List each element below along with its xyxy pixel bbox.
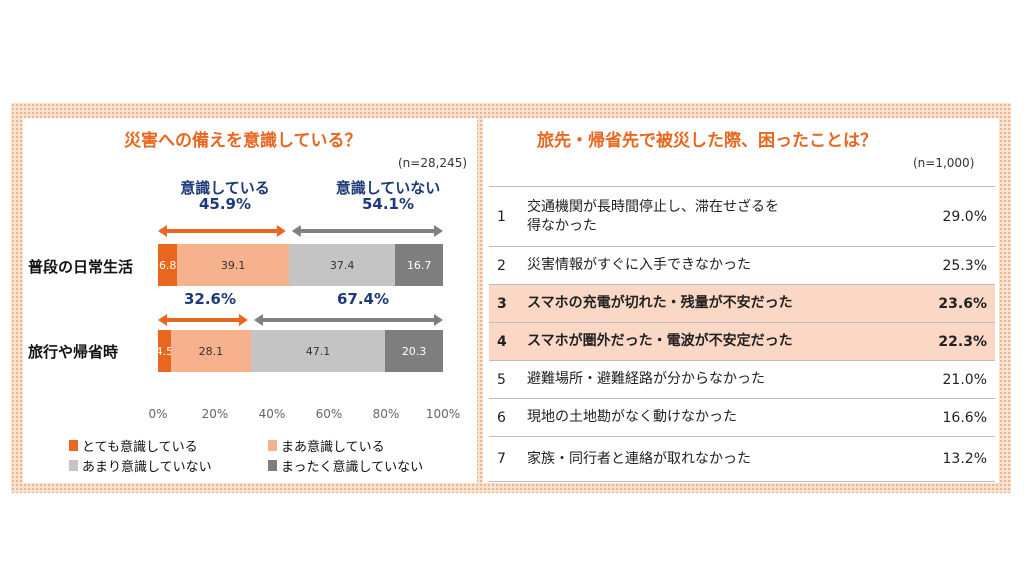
bar-segment-1-1: 6.8 (158, 244, 178, 286)
legend-label: とても意識している (82, 440, 198, 455)
table-row: 7 家族・同行者と連絡が取れなかった 13.2% (489, 437, 995, 481)
row-text-line: 災害情報がすぐに入手できなかった (527, 257, 751, 273)
category-label-travel: 旅行や帰省時 (28, 343, 119, 361)
legend-label: まったく意識していない (281, 460, 424, 475)
row-value: 22.3% (938, 333, 987, 350)
row-separator (489, 481, 995, 482)
x-tick-label: 0% (148, 407, 168, 421)
row-separator (489, 246, 995, 247)
row-text-line: スマホが圏外だった・電波が不安定だった (527, 333, 793, 349)
row-rank: 1 (497, 208, 506, 225)
bar-segment-1-2: 39.1 (177, 244, 289, 286)
bar-value-label: 37.4 (329, 258, 355, 272)
row-rank: 5 (497, 371, 506, 388)
bar-value-label: 39.1 (220, 258, 246, 272)
x-tick-label: 100% (425, 407, 461, 421)
bar-segment-1-4: 16.7 (395, 244, 443, 286)
bar-value-label: 28.1 (198, 344, 224, 358)
row-value: 21.0% (942, 371, 987, 388)
bar-segment-2-2: 28.1 (170, 330, 251, 372)
legend-label: まあ意識している (281, 440, 385, 455)
legend-label: あまり意識していない (82, 460, 212, 475)
row-rank: 4 (497, 333, 507, 350)
bar-segment-1-3: 37.4 (288, 244, 396, 286)
row-separator (489, 398, 995, 399)
aware-total-daily: 45.9% (198, 195, 252, 213)
row-text-line: 得なかった (527, 217, 597, 234)
legend-item: まあ意識している (268, 436, 385, 455)
legend-item: とても意識している (69, 436, 198, 455)
bar-value-label: 47.1 (305, 344, 331, 358)
bar-segment-2-3: 47.1 (250, 330, 386, 372)
row-value: 29.0% (942, 208, 987, 225)
row-text: 避難場所・避難経路が分からなかった (527, 370, 907, 389)
bar-segment-2-4: 20.3 (385, 330, 443, 372)
row-value: 23.6% (938, 295, 987, 312)
aware-total-travel: 32.6% (183, 290, 237, 308)
chart-sample-size: (n=28,245) (398, 156, 468, 170)
x-tick-label: 40% (258, 407, 286, 421)
table-row: 5 避難場所・避難経路が分からなかった 21.0% (489, 361, 995, 398)
table-title: 旅先・帰省先で被災した際、困ったことは？ (537, 131, 877, 151)
row-text: 家族・同行者と連絡が取れなかった (527, 450, 907, 469)
table-row: 1 交通機関が長時間停止し、滞在せざるを 得なかった 29.0% (489, 187, 995, 246)
legend-swatch (69, 460, 78, 471)
table-row: 2 災害情報がすぐに入手できなかった 25.3% (489, 247, 995, 284)
row-text-line: 避難場所・避難経路が分からなかった (527, 371, 765, 387)
row-rank: 3 (497, 295, 507, 312)
row-text: スマホの充電が切れた・残量が不安だった (527, 294, 907, 313)
x-tick-label: 60% (315, 407, 343, 421)
row-separator (489, 186, 995, 187)
row-rank: 7 (497, 451, 506, 467)
aware-header: 意識している (180, 179, 270, 197)
row-text-line: スマホの充電が切れた・残量が不安だった (527, 295, 793, 311)
awareness-chart-panel (23, 118, 477, 483)
bar-value-label: 20.3 (401, 344, 427, 358)
chart-title: 災害への備えを意識している？ (124, 131, 362, 151)
table-row: 4 スマホが圏外だった・電波が不安定だった 22.3% (489, 323, 995, 360)
category-label-daily: 普段の日常生活 (28, 258, 134, 276)
row-separator (489, 360, 995, 361)
table-sample-size: (n=1,000) (913, 156, 975, 170)
row-value: 13.2% (942, 451, 987, 467)
row-separator (489, 284, 995, 285)
bar-value-label: 16.7 (406, 258, 432, 272)
row-text-line: 交通機関が長時間停止し、滞在せざるを (527, 198, 779, 215)
legend-item: あまり意識していない (69, 456, 212, 475)
row-text-line: 家族・同行者と連絡が取れなかった (527, 450, 751, 467)
row-separator (489, 436, 995, 437)
legend-item: まったく意識していない (268, 456, 423, 475)
x-tick-label: 80% (372, 407, 400, 421)
table-row: 6 現地の土地勘がなく動けなかった 16.6% (489, 399, 995, 436)
row-rank: 2 (497, 257, 506, 274)
unaware-total-travel: 67.4% (336, 290, 390, 308)
row-text: 災害情報がすぐに入手できなかった (527, 256, 907, 275)
row-value: 25.3% (942, 257, 987, 274)
unaware-header: 意識していない (335, 179, 441, 197)
legend-swatch (69, 440, 78, 451)
row-rank: 6 (497, 409, 506, 426)
bar-segment-2-1: 4.5 (155, 330, 174, 372)
row-text-line: 現地の土地勘がなく動けなかった (527, 409, 737, 425)
row-text: 現地の土地勘がなく動けなかった (527, 408, 907, 427)
row-value: 16.6% (942, 409, 987, 426)
legend-swatch (268, 460, 277, 471)
bar-value-label: 4.5 (155, 344, 174, 358)
unaware-total-daily: 54.1% (361, 195, 415, 213)
table-row: 3 スマホの充電が切れた・残量が不安だった 23.6% (489, 285, 995, 322)
legend-swatch (268, 440, 277, 451)
row-text: 交通機関が長時間停止し、滞在せざるを 得なかった (527, 198, 907, 236)
row-separator (489, 322, 995, 323)
row-text: スマホが圏外だった・電波が不安定だった (527, 332, 907, 351)
x-tick-label: 20% (201, 407, 229, 421)
bar-value-label: 6.8 (158, 258, 177, 272)
